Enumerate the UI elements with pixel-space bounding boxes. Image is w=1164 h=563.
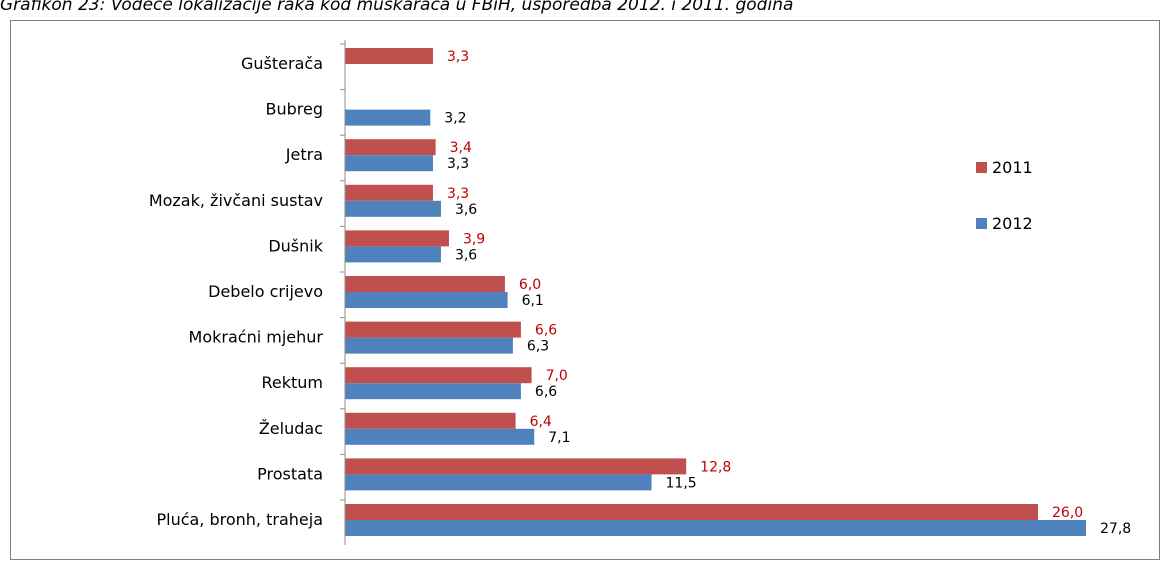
legend-swatch-2011 — [976, 162, 987, 173]
value-label-2012-dusnik: 3,6 — [455, 247, 477, 263]
legend: 2011 2012 — [976, 158, 1033, 233]
value-label-2012-debelo-crijevo: 6,1 — [522, 293, 544, 309]
value-label-2012-prostata: 11,5 — [666, 475, 697, 491]
value-labels: 3,33,23,43,33,33,63,93,66,06,16,66,37,06… — [444, 49, 1131, 537]
value-label-2012-bubreg: 3,2 — [444, 111, 466, 127]
value-label-2011-zeludac: 6,4 — [530, 414, 552, 430]
value-label-2012-mozak-zivcani-sustav: 3,6 — [455, 202, 477, 218]
category-label-jetra: Jetra — [285, 145, 323, 164]
bar-2012-zeludac — [345, 428, 535, 445]
category-label-mozak-zivcani-sustav: Mozak, živčani sustav — [149, 191, 323, 210]
legend-swatch-2012 — [976, 218, 987, 229]
bar-2012-prostata — [345, 474, 652, 491]
bars — [345, 48, 1086, 536]
value-label-2011-mokracni-mjehur: 6,6 — [535, 323, 557, 339]
bar-2011-debelo-crijevo — [345, 276, 505, 292]
category-label-dusnik: Dušnik — [268, 236, 323, 255]
category-label-pluca-bronh-traheja: Pluća, bronh, traheja — [156, 510, 323, 529]
value-label-2012-rektum: 6,6 — [535, 384, 557, 400]
bar-2012-mozak-zivcani-sustav — [345, 200, 441, 217]
bar-2011-pluca-bronh-traheja — [345, 504, 1039, 520]
bar-2012-bubreg — [345, 109, 431, 126]
bar-2012-dusnik — [345, 246, 441, 263]
category-label-gusteraca: Gušterača — [241, 54, 323, 73]
bar-2012-pluca-bronh-traheja — [345, 520, 1086, 536]
legend-label-2012: 2012 — [992, 214, 1033, 233]
value-label-2011-gusteraca: 3,3 — [447, 49, 469, 65]
bar-2011-zeludac — [345, 412, 516, 429]
value-label-2012-zeludac: 7,1 — [548, 430, 570, 446]
category-label-prostata: Prostata — [257, 464, 323, 483]
category-label-debelo-crijevo: Debelo crijevo — [208, 282, 323, 301]
bar-2012-rektum — [345, 383, 521, 400]
value-label-2012-jetra: 3,3 — [447, 156, 469, 172]
value-label-2012-pluca-bronh-traheja: 27,8 — [1100, 521, 1131, 537]
category-label-mokracni-mjehur: Mokraćni mjehur — [189, 328, 324, 347]
chart-caption: Grafikon 23: Vodeće lokalizacije raka ko… — [0, 0, 794, 15]
bar-2011-mokracni-mjehur — [345, 321, 521, 338]
category-labels: Gušterača Bubreg Jetra Mozak, živčani susta… — [149, 54, 324, 529]
value-label-2011-prostata: 12,8 — [700, 459, 731, 475]
legend-label-2011: 2011 — [992, 158, 1033, 177]
value-label-2011-rektum: 7,0 — [546, 368, 568, 384]
bar-2011-gusteraca — [345, 48, 433, 64]
bar-2011-mozak-zivcani-sustav — [345, 184, 433, 201]
category-label-zeludac: Želudac — [259, 419, 323, 438]
bar-2011-jetra — [345, 139, 436, 156]
value-label-2011-pluca-bronh-traheja: 26,0 — [1052, 505, 1083, 521]
bar-2011-rektum — [345, 367, 532, 384]
bar-2012-debelo-crijevo — [345, 292, 508, 308]
bar-2011-dusnik — [345, 230, 449, 247]
value-label-2011-mozak-zivcani-sustav: 3,3 — [447, 186, 469, 202]
value-label-2012-mokracni-mjehur: 6,3 — [527, 339, 549, 355]
category-label-bubreg: Bubreg — [266, 100, 324, 119]
category-label-rektum: Rektum — [261, 373, 323, 392]
value-label-2011-dusnik: 3,9 — [463, 231, 485, 247]
value-label-2011-jetra: 3,4 — [450, 140, 472, 156]
bar-2012-mokracni-mjehur — [345, 337, 513, 354]
bar-2012-jetra — [345, 155, 433, 172]
value-label-2011-debelo-crijevo: 6,0 — [519, 277, 541, 293]
bar-2011-prostata — [345, 458, 687, 475]
